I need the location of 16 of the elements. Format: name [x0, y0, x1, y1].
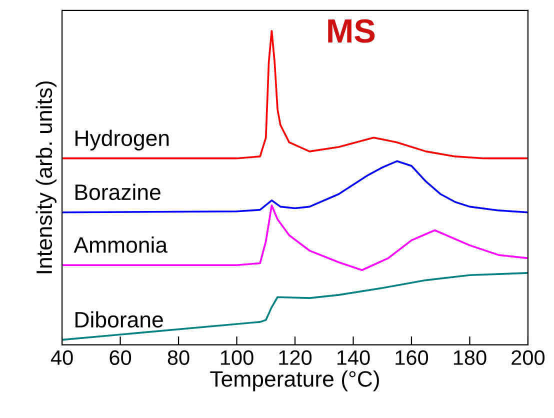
x-tick-label: 40	[50, 350, 73, 366]
series-label: Ammonia	[74, 236, 168, 253]
x-tick-label: 80	[168, 350, 190, 366]
y-axis-title: Intensity (arb. units)	[36, 81, 56, 274]
series-label: Diborane	[76, 311, 163, 328]
x-tick-label: 120	[279, 350, 312, 366]
x-tick-label: 60	[110, 350, 132, 366]
x-tick-label: 180	[454, 350, 486, 366]
annotation: MS	[328, 19, 375, 43]
x-axis-title: Temperature (°C)	[210, 370, 379, 392]
x-tick-label: 140	[337, 350, 370, 366]
x-tick-label: 160	[396, 350, 428, 366]
series-label: Borazine	[76, 184, 160, 200]
x-tick-label: 100	[220, 350, 254, 366]
series-label: Hydrogen	[76, 130, 169, 150]
x-tick-label: 200	[512, 350, 545, 366]
